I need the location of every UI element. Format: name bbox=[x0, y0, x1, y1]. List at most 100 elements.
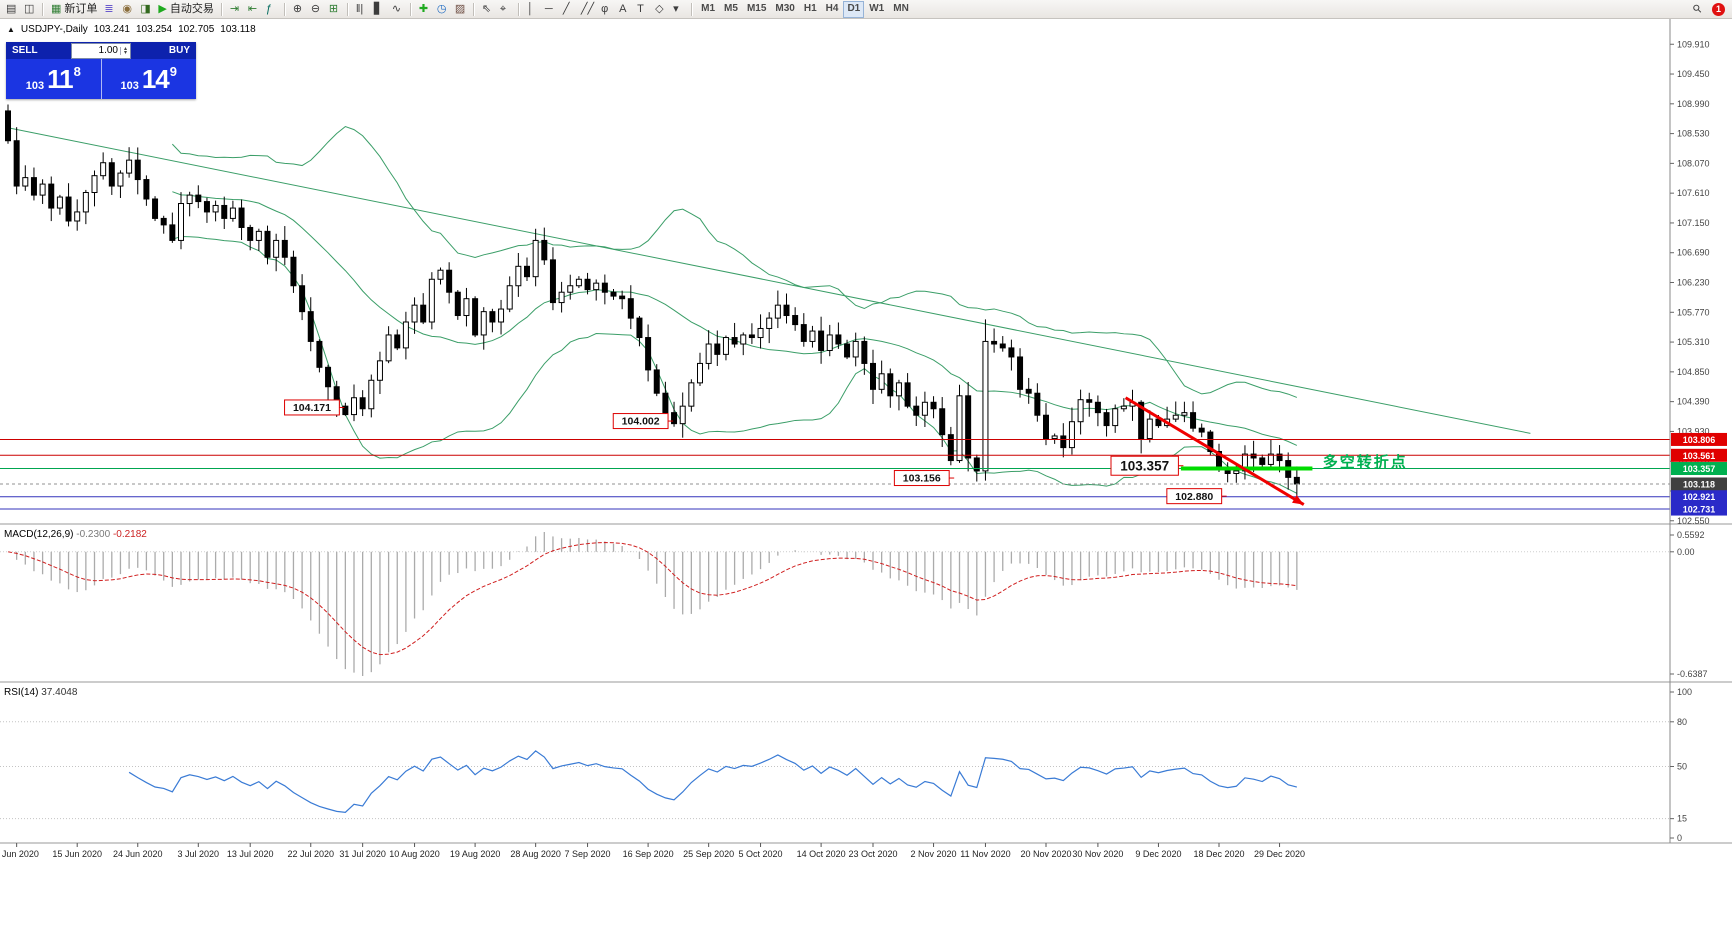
indicators-icon: ƒ bbox=[265, 2, 272, 15]
navigator-icon[interactable]: ◨ bbox=[137, 1, 154, 18]
volume-stepper[interactable]: 1.00 ▴ ▾ bbox=[71, 42, 131, 59]
svg-text:50: 50 bbox=[1677, 762, 1687, 772]
volume-up-icon[interactable]: ▴ bbox=[123, 45, 127, 52]
timeframe-m15[interactable]: M15 bbox=[743, 1, 770, 18]
search-icon[interactable]: ⚲ bbox=[1691, 1, 1708, 18]
bar-chart-icon[interactable]: ‖| bbox=[353, 1, 370, 18]
svg-text:0.5592: 0.5592 bbox=[1677, 530, 1705, 540]
chart-profiles-icon[interactable]: ◫ bbox=[21, 1, 38, 18]
svg-text:108.530: 108.530 bbox=[1677, 129, 1710, 139]
dropdown-caret-icon[interactable]: ▾ bbox=[670, 1, 687, 18]
channel-icon[interactable]: ╱╱ bbox=[578, 1, 597, 18]
trendline-icon[interactable]: ╱ bbox=[560, 1, 577, 18]
sell-price-prefix: 103 bbox=[25, 80, 45, 92]
tile-windows-icon[interactable]: ⊞ bbox=[326, 1, 343, 18]
notification-badge[interactable]: 1 bbox=[1712, 2, 1725, 16]
timeframe-m1[interactable]: M1 bbox=[697, 1, 719, 18]
macd-label: MACD(12,26,9) -0.2300 -0.2182 bbox=[4, 529, 147, 540]
cursor-icon: ⇖ bbox=[481, 2, 492, 15]
svg-text:2 Nov 2020: 2 Nov 2020 bbox=[911, 849, 957, 859]
channel-icon: ╱╱ bbox=[580, 2, 595, 15]
vertical-line-icon: │ bbox=[526, 2, 534, 15]
svg-text:102.731: 102.731 bbox=[1683, 505, 1716, 515]
svg-text:19 Aug 2020: 19 Aug 2020 bbox=[450, 849, 501, 859]
svg-text:106.230: 106.230 bbox=[1677, 278, 1710, 288]
bollinger-lower-band bbox=[172, 235, 1298, 494]
trendline-icon: ╱ bbox=[562, 2, 570, 15]
price-callout[interactable] bbox=[1110, 455, 1179, 476]
volume-spinner[interactable]: ▴ ▾ bbox=[120, 45, 130, 56]
timeframe-d1[interactable]: D1 bbox=[843, 0, 865, 18]
rsi-pane bbox=[0, 721, 1670, 820]
sell-button[interactable]: 103 11 8 bbox=[6, 59, 101, 99]
svg-text:108.990: 108.990 bbox=[1677, 99, 1710, 109]
svg-text:20 Nov 2020: 20 Nov 2020 bbox=[1020, 849, 1071, 859]
svg-text:-0.6387: -0.6387 bbox=[1677, 669, 1708, 679]
price-callout[interactable] bbox=[893, 470, 950, 487]
svg-text:15: 15 bbox=[1677, 814, 1687, 824]
navigator-icon: ◨ bbox=[140, 2, 151, 15]
new-order-button[interactable]: ▦ 新订单 bbox=[48, 1, 100, 18]
timeframe-w1[interactable]: W1 bbox=[865, 1, 888, 18]
depth-of-market-icon[interactable]: ≣ bbox=[101, 1, 118, 18]
fibonacci-icon[interactable]: φ bbox=[598, 1, 615, 18]
buy-caption[interactable]: BUY bbox=[168, 45, 190, 56]
svg-text:9 Dec 2020: 9 Dec 2020 bbox=[1135, 849, 1181, 859]
svg-text:30 Nov 2020: 30 Nov 2020 bbox=[1072, 849, 1123, 859]
volume-value[interactable]: 1.00 bbox=[98, 45, 118, 56]
new-order-icon: ▦ bbox=[51, 2, 62, 15]
svg-text:107.610: 107.610 bbox=[1677, 188, 1710, 198]
price-callout[interactable] bbox=[284, 399, 340, 416]
timeframe-h4[interactable]: H4 bbox=[822, 1, 843, 18]
rsi-line bbox=[128, 750, 1298, 813]
label-icon[interactable]: T bbox=[634, 1, 651, 18]
line-chart-icon[interactable]: ∿ bbox=[389, 1, 406, 18]
shapes-icon[interactable]: ◇ bbox=[652, 1, 669, 18]
price-callout[interactable] bbox=[1166, 488, 1223, 505]
volume-down-icon[interactable]: ▾ bbox=[123, 49, 127, 56]
price-tag bbox=[1671, 448, 1727, 462]
svg-text:107.150: 107.150 bbox=[1677, 218, 1710, 228]
crosshair-icon[interactable]: ⌖ bbox=[497, 1, 514, 18]
auto-scroll-icon[interactable]: ⇥ bbox=[227, 1, 244, 18]
svg-text:3 Jul 2020: 3 Jul 2020 bbox=[178, 849, 220, 859]
svg-text:13 Jul 2020: 13 Jul 2020 bbox=[227, 849, 274, 859]
auto-scroll-icon: ⇥ bbox=[229, 2, 240, 15]
pivot-annotation-text: 多空转折点 bbox=[1323, 453, 1408, 471]
price-callout[interactable] bbox=[612, 413, 669, 430]
dropdown-caret-icon: ▾ bbox=[673, 2, 679, 15]
zoom-in-icon: ⊕ bbox=[292, 2, 303, 15]
svg-text:31 Jul 2020: 31 Jul 2020 bbox=[339, 849, 386, 859]
sell-caption[interactable]: SELL bbox=[12, 45, 38, 56]
buy-button[interactable]: 103 14 9 bbox=[102, 59, 197, 99]
date-axis[interactable]: 3 Jun 2020 15 Jun 2020 24 Jun 2020 3 Jul 20… bbox=[0, 843, 1305, 859]
period-clock-icon[interactable]: ◷ bbox=[434, 1, 451, 18]
autotrading-button[interactable]: ▶ 自动交易 bbox=[155, 1, 216, 18]
macd-signal-line bbox=[7, 542, 1297, 656]
indicators-icon[interactable]: ƒ bbox=[263, 1, 280, 18]
timeframe-m30[interactable]: M30 bbox=[771, 1, 798, 18]
cursor-icon[interactable]: ⇖ bbox=[479, 1, 496, 18]
price-tag bbox=[1671, 502, 1727, 516]
svg-text:100: 100 bbox=[1677, 687, 1692, 697]
templates-icon[interactable]: ▨ bbox=[452, 1, 469, 18]
candlestick-chart-icon[interactable]: ▋ bbox=[371, 1, 388, 18]
zoom-in-icon[interactable]: ⊕ bbox=[290, 1, 307, 18]
text-icon[interactable]: A bbox=[616, 1, 633, 18]
svg-text:10 Aug 2020: 10 Aug 2020 bbox=[389, 849, 440, 859]
add-indicator-icon[interactable]: ✚ bbox=[416, 1, 433, 18]
market-watch-icon[interactable]: ◉ bbox=[119, 1, 136, 18]
timeframe-mn[interactable]: MN bbox=[889, 1, 913, 18]
vertical-line-icon[interactable]: │ bbox=[524, 1, 541, 18]
svg-text:102.550: 102.550 bbox=[1677, 516, 1710, 526]
chart-window-icon[interactable]: ▤ bbox=[3, 1, 20, 18]
horizontal-line-icon[interactable]: ─ bbox=[542, 1, 559, 18]
timeframe-h1[interactable]: H1 bbox=[800, 1, 821, 18]
timeframe-m5[interactable]: M5 bbox=[720, 1, 742, 18]
zoom-out-icon[interactable]: ⊖ bbox=[308, 1, 325, 18]
chart-shift-icon[interactable]: ⇤ bbox=[245, 1, 262, 18]
descending-trendline bbox=[7, 127, 1531, 434]
zoom-out-icon: ⊖ bbox=[310, 2, 321, 15]
svg-text:102.921: 102.921 bbox=[1683, 492, 1716, 502]
